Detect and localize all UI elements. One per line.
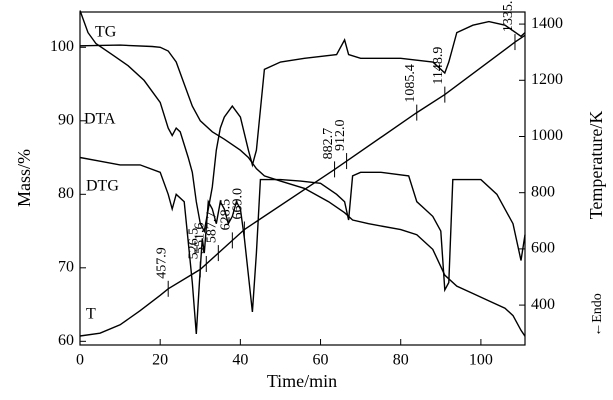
annotation-label: 457.9 — [154, 247, 169, 279]
annotation-label: 628.5 — [219, 199, 234, 231]
x-axis-label: Time/min — [267, 371, 337, 391]
plot-frame — [79, 11, 526, 346]
endo-label: ←Endo — [590, 293, 605, 337]
annotation-label: 1335.7 — [501, 0, 516, 32]
series-line — [79, 10, 526, 234]
y2-axis-label: Temperature/K — [586, 111, 606, 220]
y2-tick-label: 600 — [531, 240, 555, 257]
series-label: DTG — [86, 178, 119, 195]
y2-tick-label: 1400 — [531, 15, 563, 32]
y2-tick-label: 1000 — [531, 127, 563, 144]
y-axis-label: Mass/% — [14, 149, 34, 207]
annotation-label: 1148.9 — [431, 47, 446, 85]
y-tick-label: 60 — [58, 332, 74, 349]
series-label: TG — [95, 24, 117, 41]
series-line — [79, 34, 526, 337]
y2-tick-label: 1200 — [531, 71, 563, 88]
y2-tick-label: 800 — [531, 183, 555, 200]
annotation-label: 551.6 — [193, 222, 208, 254]
series-line — [79, 44, 526, 337]
y-tick-label: 90 — [58, 111, 74, 128]
y-tick-label: 70 — [58, 258, 74, 275]
series-line — [79, 156, 526, 335]
x-tick-label: 0 — [76, 352, 84, 369]
x-tick-label: 40 — [232, 352, 248, 369]
series-label: DTA — [84, 111, 116, 128]
x-tick-label: 60 — [313, 352, 329, 369]
annotation-label: 912.0 — [333, 120, 348, 152]
x-tick-label: 80 — [393, 352, 409, 369]
annotation-label: 526.5 — [186, 228, 201, 260]
annotation-label: 1085.4 — [403, 64, 418, 103]
y-tick-label: 80 — [58, 185, 74, 202]
annotation-label: 882.7 — [321, 128, 336, 160]
annotation-label: 587.7 — [205, 212, 220, 244]
y2-tick-label: 400 — [531, 296, 555, 313]
series-label: T — [86, 306, 96, 323]
y-tick-label: 100 — [50, 38, 74, 55]
x-tick-label: 100 — [469, 352, 493, 369]
x-tick-label: 20 — [152, 352, 168, 369]
annotation-label: 669.0 — [231, 188, 246, 220]
